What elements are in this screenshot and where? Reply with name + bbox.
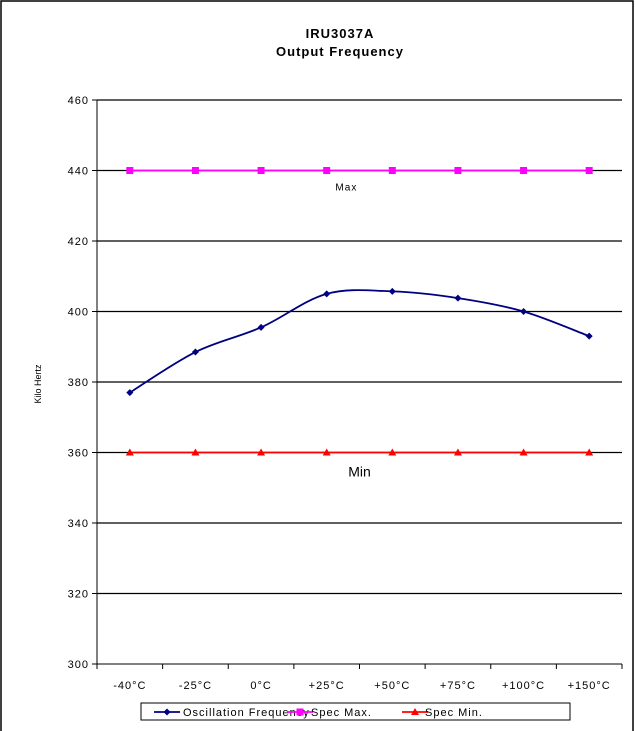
data-point-spec-max	[257, 167, 265, 174]
annotation-label: Max	[335, 183, 357, 194]
chart-subtitle: Output Frequency	[276, 44, 404, 59]
data-point-spec-min	[257, 448, 266, 456]
y-tick-label: 340	[68, 518, 89, 530]
data-point-spec-min	[585, 448, 594, 456]
annotation-label: Min	[348, 464, 371, 480]
data-point-spec-max	[454, 167, 462, 174]
y-tick-label: 440	[68, 166, 89, 178]
y-tick-label: 460	[68, 95, 89, 107]
y-tick-label: 320	[68, 589, 89, 601]
data-point-oscillation-frequency	[454, 294, 462, 302]
data-point-spec-min	[388, 448, 397, 456]
data-point-spec-max	[585, 167, 593, 174]
legend-marker-oscillation-frequency	[163, 708, 171, 716]
y-tick-label: 400	[68, 307, 89, 319]
legend-marker-spec-max	[296, 708, 304, 716]
x-tick-label: +100°C	[502, 680, 545, 692]
series-line-oscillation-frequency	[129, 289, 590, 394]
y-tick-label: 300	[68, 659, 89, 671]
legend-box	[140, 702, 571, 721]
data-point-oscillation-frequency	[126, 389, 134, 397]
y-axis-label: Kilo Hertz	[33, 364, 43, 404]
data-point-spec-max	[191, 167, 199, 174]
legend-label-oscillation-frequency: Oscillation Frequency	[183, 707, 310, 719]
data-point-oscillation-frequency	[191, 348, 199, 356]
x-tick-label: -40°C	[113, 680, 146, 692]
data-point-spec-min	[191, 448, 200, 456]
x-tick-label: +150°C	[568, 680, 611, 692]
data-point-spec-min	[453, 448, 462, 456]
legend-marker-spec-min	[411, 708, 419, 715]
y-tick-label: 380	[68, 377, 89, 389]
data-point-oscillation-frequency	[585, 332, 593, 340]
chart-title: IRU3037A	[306, 26, 375, 41]
data-point-spec-max	[323, 167, 331, 174]
data-point-spec-min	[322, 448, 331, 456]
data-point-oscillation-frequency	[520, 308, 528, 315]
data-point-spec-max	[388, 167, 396, 174]
x-tick-label: +75°C	[440, 680, 476, 692]
data-point-spec-min	[519, 448, 528, 456]
y-tick-label: 360	[68, 448, 89, 460]
plot-area: 300 320 340 360 380 400 420 440 460 -40°C -25°C 0°C…	[68, 95, 623, 692]
data-point-oscillation-frequency	[388, 287, 396, 295]
data-point-spec-max	[126, 167, 134, 174]
x-tick-label: +50°C	[374, 680, 410, 692]
x-tick-label: 0°C	[250, 680, 271, 692]
legend-label-spec-max: Spec Max.	[311, 707, 372, 719]
data-point-spec-max	[520, 167, 528, 174]
y-tick-label: 420	[68, 236, 89, 248]
data-point-spec-min	[125, 448, 134, 456]
data-point-oscillation-frequency	[323, 290, 331, 298]
x-tick-label: -25°C	[179, 680, 212, 692]
data-point-oscillation-frequency	[257, 323, 265, 331]
legend-label-spec-min: Spec Min.	[425, 707, 483, 719]
x-tick-label: +25°C	[309, 680, 345, 692]
legend: Oscillation Frequency Spec Max. Spec Min.	[140, 702, 571, 721]
